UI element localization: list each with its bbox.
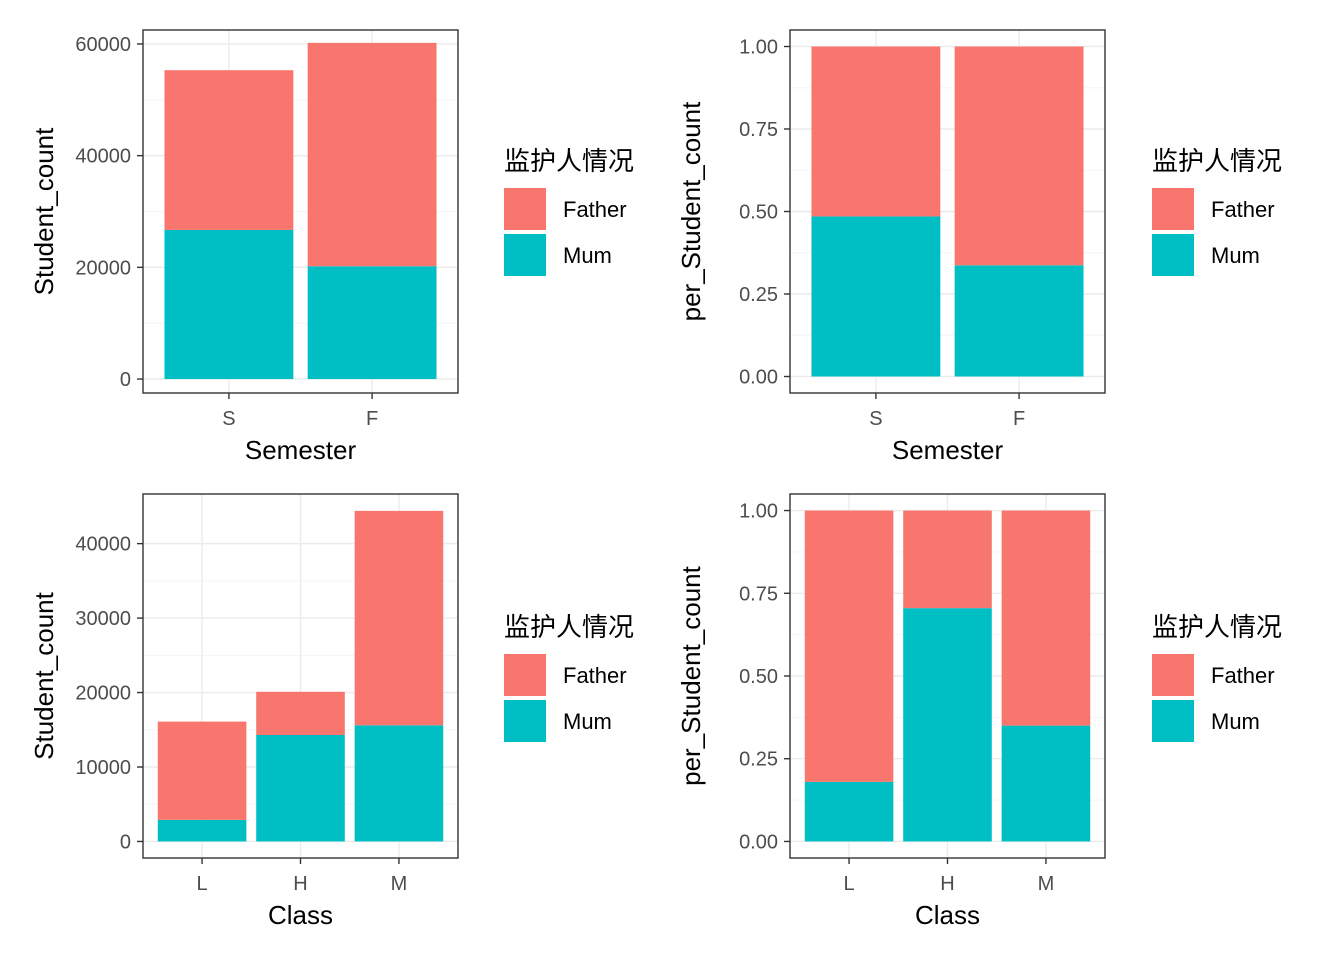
- legend-key-father: [1152, 654, 1194, 696]
- y-axis-title: Student_count: [29, 127, 59, 295]
- legend-key-mum: [1152, 234, 1194, 276]
- bar-mum-H: [256, 734, 345, 842]
- y-tick-label: 0.00: [739, 831, 778, 853]
- panel-border: [142, 29, 459, 394]
- y-tick-label: 0: [120, 369, 131, 391]
- x-axis-title: Semester: [245, 435, 357, 465]
- bar-mum-M: [354, 725, 444, 842]
- chart-panel-3: 0 10000 20000 30000 40000 L H M Class Student_cou…: [29, 493, 634, 930]
- chart-panel-2: 0.00 0.25 0.50 0.75 1.00 S F Semester per_Studen…: [676, 29, 1282, 465]
- legend-key-father: [1152, 188, 1194, 230]
- bar-mum-M: [1001, 725, 1091, 842]
- legend-title: 监护人情况: [504, 612, 634, 642]
- x-tick-label: S: [869, 408, 882, 430]
- y-tick-label: 30000: [75, 608, 131, 630]
- legend: 监护人情况 Father Mum: [1152, 612, 1282, 742]
- y-tick-label: 20000: [75, 683, 131, 705]
- legend-label-mum: Mum: [563, 709, 612, 734]
- legend: 监护人情况 Father Mum: [504, 146, 634, 276]
- legend-label-mum: Mum: [1211, 709, 1260, 734]
- x-tick-label: M: [391, 873, 408, 895]
- legend-key-father: [504, 654, 546, 696]
- bar-mum-H: [903, 608, 992, 842]
- y-tick-label: 60000: [75, 34, 131, 56]
- x-axis-title: Class: [268, 900, 333, 930]
- legend-key-mum: [1152, 700, 1194, 742]
- legend-label-father: Father: [563, 663, 627, 688]
- x-tick-label: F: [366, 408, 378, 430]
- y-tick-label: 0.25: [739, 749, 778, 771]
- y-tick-label: 10000: [75, 757, 131, 779]
- bar-mum-F: [954, 265, 1084, 377]
- legend-title: 监护人情况: [1152, 146, 1282, 176]
- y-tick-label: 1.00: [739, 501, 778, 523]
- legend-title: 监护人情况: [504, 146, 634, 176]
- bar-mum-L: [157, 819, 247, 842]
- y-tick-label: 0.00: [739, 367, 778, 389]
- legend: 监护人情况 Father Mum: [504, 612, 634, 742]
- x-tick-label: L: [197, 873, 208, 895]
- legend: 监护人情况 Father Mum: [1152, 146, 1282, 276]
- y-tick-label: 0.75: [739, 119, 778, 141]
- y-tick-label: 0.50: [739, 666, 778, 688]
- bar-father-H: [256, 691, 345, 735]
- legend-label-mum: Mum: [1211, 243, 1260, 268]
- bar-father-S: [164, 70, 294, 230]
- x-tick-label: M: [1038, 873, 1055, 895]
- bar-mum-S: [811, 216, 941, 377]
- x-tick-label: H: [940, 873, 954, 895]
- bar-father-L: [157, 721, 247, 820]
- bar-father-M: [1001, 510, 1091, 726]
- y-tick-label: 40000: [75, 534, 131, 556]
- bar-mum-S: [164, 229, 294, 380]
- y-tick-label: 1.00: [739, 37, 778, 59]
- legend-label-mum: Mum: [563, 243, 612, 268]
- legend-key-mum: [504, 234, 546, 276]
- y-tick-label: 0.50: [739, 202, 778, 224]
- y-axis-title: per_Student_count: [676, 565, 706, 786]
- legend-title: 监护人情况: [1152, 612, 1282, 642]
- legend-key-mum: [504, 700, 546, 742]
- bar-father-F: [307, 42, 437, 267]
- y-tick-label: 40000: [75, 146, 131, 168]
- x-tick-label: F: [1013, 408, 1025, 430]
- x-axis-title: Semester: [892, 435, 1004, 465]
- legend-label-father: Father: [1211, 663, 1275, 688]
- legend-key-father: [504, 188, 546, 230]
- bar-mum-F: [307, 266, 437, 380]
- bar-father-F: [954, 46, 1084, 266]
- y-tick-label: 0.75: [739, 583, 778, 605]
- chart-panel-1: 0 20000 40000 60000 S F Semester Student_count 监…: [29, 29, 634, 465]
- x-tick-label: H: [293, 873, 307, 895]
- bar-father-S: [811, 46, 941, 217]
- legend-label-father: Father: [563, 197, 627, 222]
- bar-father-M: [354, 510, 444, 726]
- chart-panel-4: 0.00 0.25 0.50 0.75 1.00 L H M Class per_Student_…: [676, 493, 1282, 930]
- legend-label-father: Father: [1211, 197, 1275, 222]
- x-tick-label: S: [222, 408, 235, 430]
- y-axis-title: Student_count: [29, 591, 59, 759]
- y-tick-label: 0: [120, 831, 131, 853]
- bar-father-L: [804, 510, 894, 782]
- bar-father-H: [903, 510, 992, 609]
- y-tick-label: 0.25: [739, 284, 778, 306]
- bar-mum-L: [804, 781, 894, 842]
- y-axis-title: per_Student_count: [676, 101, 706, 322]
- x-axis-title: Class: [915, 900, 980, 930]
- y-tick-label: 20000: [75, 257, 131, 279]
- x-tick-label: L: [844, 873, 855, 895]
